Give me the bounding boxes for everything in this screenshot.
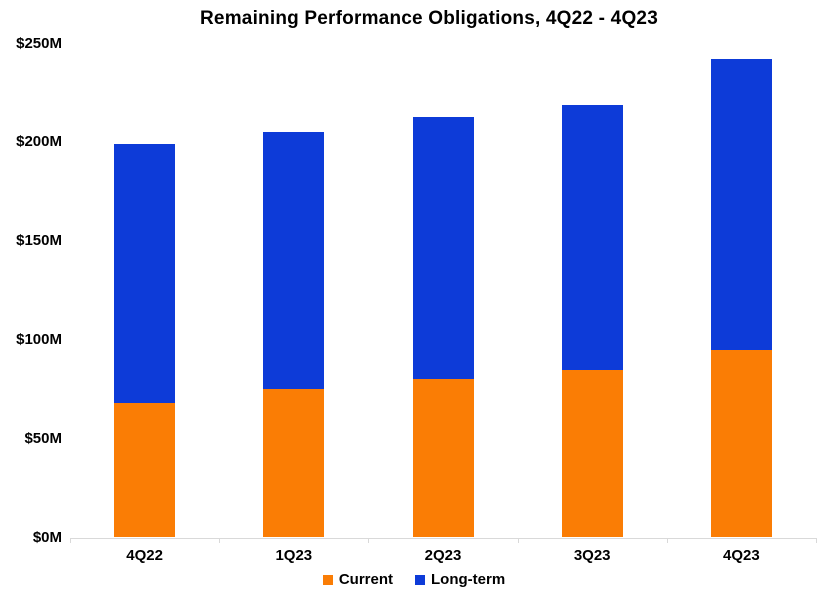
y-tick-label-50: $50M xyxy=(24,429,62,447)
legend-item-long-term: Long-term xyxy=(415,571,505,588)
bar-segment-current-2Q23 xyxy=(412,379,474,538)
chart-title: Remaining Performance Obligations, 4Q22 … xyxy=(200,8,658,29)
legend-label-long-term: Long-term xyxy=(431,571,506,588)
legend-swatch-long-term xyxy=(415,574,425,585)
x-tick-mark xyxy=(816,537,817,543)
x-axis-label-4Q23: 4Q23 xyxy=(723,546,760,564)
legend-swatch-current xyxy=(322,574,333,585)
y-tick-label-100: $100M xyxy=(16,330,62,348)
x-axis-label-1Q23: 1Q23 xyxy=(275,546,313,564)
y-tick-label-250: $250M xyxy=(16,34,62,52)
bar-segment-current-1Q23 xyxy=(263,389,325,538)
x-axis-label-2Q23: 2Q23 xyxy=(424,546,462,564)
bar-segment-long-term-2Q23 xyxy=(412,116,474,380)
bar-segment-long-term-1Q23 xyxy=(263,132,325,390)
bar-segment-long-term-3Q23 xyxy=(561,104,623,370)
bar-segment-long-term-4Q23 xyxy=(710,59,772,350)
bar-segment-current-3Q23 xyxy=(561,369,623,538)
y-tick-label-0: $0M xyxy=(32,528,62,546)
y-tick-label-150: $150M xyxy=(16,232,62,250)
bar-segment-current-4Q22 xyxy=(114,403,176,538)
x-axis-line xyxy=(70,537,816,539)
x-tick-mark xyxy=(70,537,71,543)
x-axis-label-4Q22: 4Q22 xyxy=(126,546,163,564)
x-tick-mark xyxy=(666,537,668,543)
bar-segment-long-term-4Q22 xyxy=(114,144,176,404)
x-axis-label-3Q23: 3Q23 xyxy=(573,546,611,564)
x-tick-mark xyxy=(219,537,221,543)
legend-label-current: Current xyxy=(338,571,393,588)
bar-segment-current-4Q23 xyxy=(710,349,772,538)
x-tick-mark xyxy=(368,537,370,543)
x-tick-mark xyxy=(517,537,519,543)
legend: Current Long-term xyxy=(0,571,828,588)
legend-item-current: Current xyxy=(322,571,393,588)
y-tick-label-200: $200M xyxy=(16,133,62,151)
